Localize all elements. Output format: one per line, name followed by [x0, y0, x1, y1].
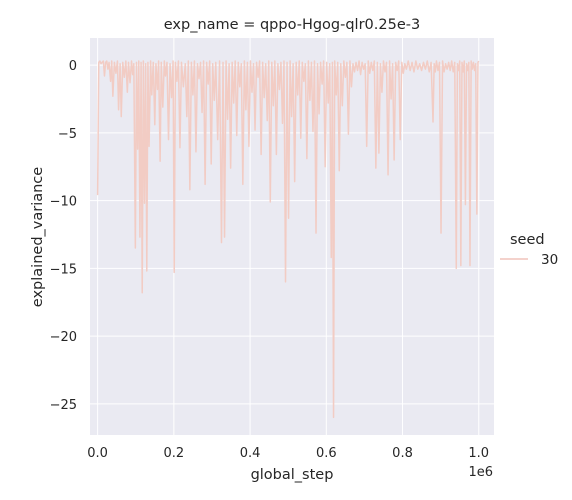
y-tick-label: −5	[58, 127, 77, 142]
x-tick-label: 1.0	[468, 446, 489, 461]
x-tick-label: 0.6	[316, 446, 337, 461]
x-tick-label: 0.8	[392, 446, 413, 461]
series-line-30	[96, 60, 480, 419]
y-tick-label: 0	[69, 59, 77, 74]
x-tick-labels: 0.0 0.2 0.4 0.6 0.8 1.0	[87, 446, 489, 461]
x-axis-label: global_step	[251, 467, 334, 483]
legend-entry-label: 30	[541, 252, 558, 268]
y-tick-label: −10	[50, 195, 77, 210]
y-axis-label: explained_variance	[30, 167, 46, 307]
y-tick-labels: 0 −5 −10 −15 −20 −25	[50, 59, 77, 413]
x-tick-label: 0.4	[240, 446, 261, 461]
y-tick-label: −25	[50, 398, 77, 413]
y-tick-label: −20	[50, 330, 77, 345]
chart-title: exp_name = qppo-Hgog-qlr0.25e-3	[164, 17, 420, 33]
y-tick-label: −15	[50, 262, 77, 277]
x-tick-label: 0.0	[87, 446, 108, 461]
x-tick-label: 0.2	[164, 446, 185, 461]
legend-title: seed	[510, 232, 545, 248]
x-offset-label: 1e6	[468, 465, 493, 480]
legend: seed 30	[500, 232, 558, 268]
series-lines	[96, 60, 480, 419]
